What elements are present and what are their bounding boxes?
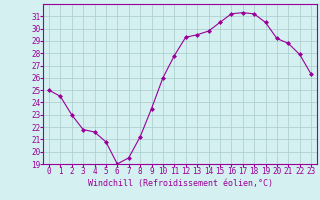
X-axis label: Windchill (Refroidissement éolien,°C): Windchill (Refroidissement éolien,°C) (87, 179, 273, 188)
